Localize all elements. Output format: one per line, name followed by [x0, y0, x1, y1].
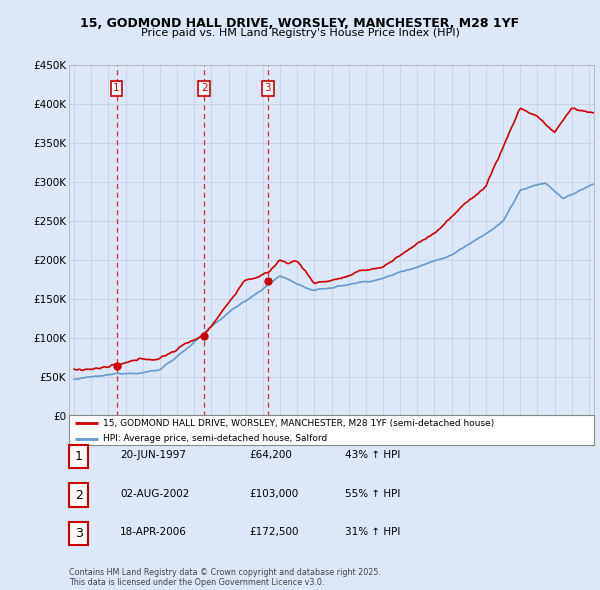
- Text: 1: 1: [74, 450, 83, 463]
- Text: HPI: Average price, semi-detached house, Salford: HPI: Average price, semi-detached house,…: [103, 434, 328, 443]
- Text: £103,000: £103,000: [249, 489, 298, 499]
- Text: 55% ↑ HPI: 55% ↑ HPI: [345, 489, 400, 499]
- Text: 15, GODMOND HALL DRIVE, WORSLEY, MANCHESTER, M28 1YF: 15, GODMOND HALL DRIVE, WORSLEY, MANCHES…: [80, 17, 520, 30]
- Text: £172,500: £172,500: [249, 527, 299, 537]
- Text: 31% ↑ HPI: 31% ↑ HPI: [345, 527, 400, 537]
- Text: 02-AUG-2002: 02-AUG-2002: [120, 489, 190, 499]
- Text: 15, GODMOND HALL DRIVE, WORSLEY, MANCHESTER, M28 1YF (semi-detached house): 15, GODMOND HALL DRIVE, WORSLEY, MANCHES…: [103, 418, 494, 428]
- Text: 3: 3: [74, 527, 83, 540]
- Text: 2: 2: [201, 83, 208, 93]
- Text: Contains HM Land Registry data © Crown copyright and database right 2025.
This d: Contains HM Land Registry data © Crown c…: [69, 568, 381, 587]
- Text: 43% ↑ HPI: 43% ↑ HPI: [345, 451, 400, 460]
- Text: £64,200: £64,200: [249, 451, 292, 460]
- Text: 2: 2: [74, 489, 83, 502]
- Text: Price paid vs. HM Land Registry's House Price Index (HPI): Price paid vs. HM Land Registry's House …: [140, 28, 460, 38]
- Text: 1: 1: [113, 83, 120, 93]
- Text: 3: 3: [265, 83, 271, 93]
- Text: 20-JUN-1997: 20-JUN-1997: [120, 451, 186, 460]
- Text: 18-APR-2006: 18-APR-2006: [120, 527, 187, 537]
